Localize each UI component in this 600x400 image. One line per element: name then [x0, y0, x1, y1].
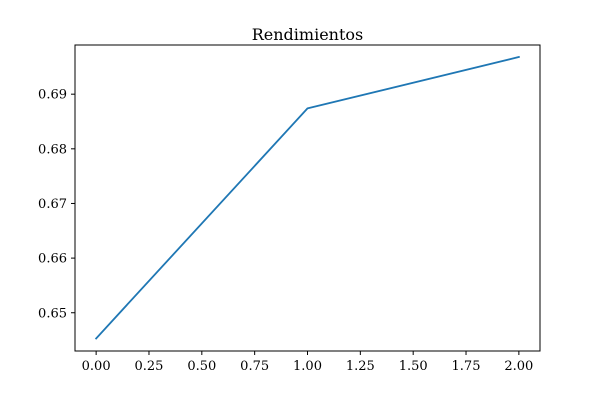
x-tick-label: 2.00 [504, 359, 533, 374]
axes-frame [74, 44, 541, 352]
y-tick-label: 0.66 [38, 252, 67, 267]
y-axis: 0.65 0.66 0.67 0.68 0.69 [38, 88, 75, 321]
x-tick-label: 0.50 [187, 359, 216, 374]
x-tick-label: 0.25 [135, 359, 164, 374]
x-tick-label: 1.00 [293, 359, 322, 374]
y-tick-label: 0.68 [38, 142, 67, 157]
chart-title: Rendimientos [252, 25, 364, 44]
plot-area [74, 44, 541, 352]
series-line [94, 55, 520, 340]
y-tick-label: 0.69 [38, 88, 67, 103]
x-axis: 0.00 0.25 0.50 0.75 1.00 1.25 1.50 1.75 2.00 [82, 351, 533, 374]
x-tick-label: 1.25 [346, 359, 375, 374]
y-tick-label: 0.65 [38, 306, 67, 321]
y-tick-label: 0.67 [38, 197, 67, 212]
x-tick-label: 1.50 [399, 359, 428, 374]
series-layer [94, 55, 520, 340]
x-tick-label: 1.75 [452, 359, 481, 374]
x-tick-label: 0.75 [240, 359, 269, 374]
x-tick-label: 0.00 [82, 359, 111, 374]
